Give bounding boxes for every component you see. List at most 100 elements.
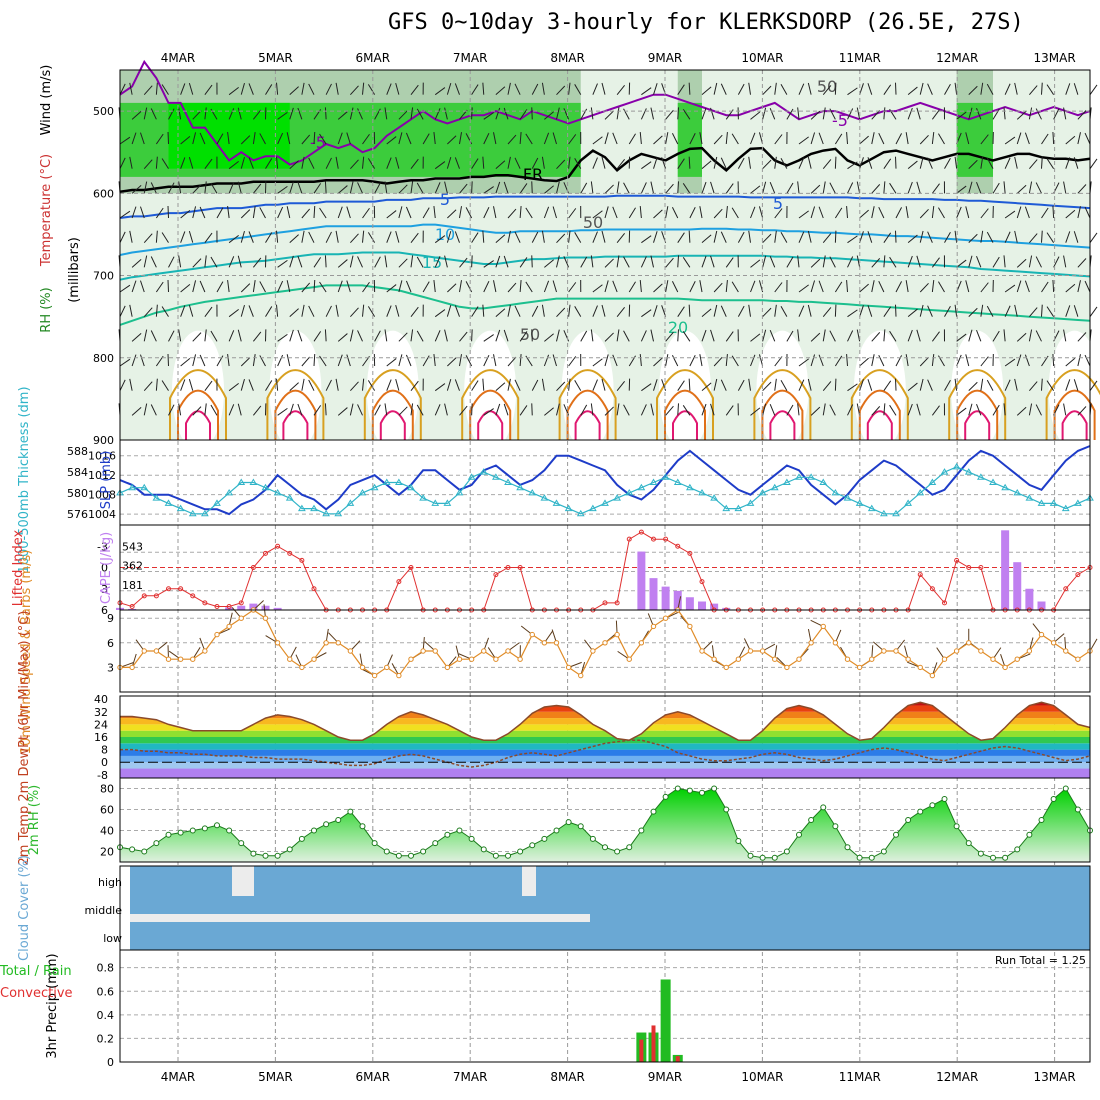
wind-barb [192, 354, 197, 367]
isotherm-warm-arc [1053, 389, 1096, 440]
wind-barb [335, 378, 339, 391]
wind-barb [289, 382, 299, 392]
wind-barb [871, 332, 881, 342]
axis-title-rh: RH (%) [39, 287, 54, 332]
wind-barb [155, 82, 158, 95]
wind-barb [1077, 354, 1081, 367]
wind-barb [780, 379, 788, 391]
wind-barb [503, 403, 509, 416]
wind-barb [968, 381, 978, 392]
wind-speed-marker [299, 664, 305, 671]
wind-barb [762, 307, 772, 318]
wind-barb [601, 304, 606, 317]
wind-barb [161, 158, 169, 169]
thickness-marker [722, 504, 731, 512]
wind-barb [1089, 84, 1098, 95]
wind-speed-marker [493, 656, 499, 662]
wind-speed-marker [565, 664, 572, 671]
panel-frame [119, 777, 1091, 863]
wind-barb [416, 182, 424, 194]
wind-barb [240, 378, 245, 391]
wind-speed-marker [759, 648, 766, 654]
wind-barb [847, 256, 854, 268]
wind-barb [671, 207, 679, 219]
wind-speed-marker [638, 640, 645, 646]
wind-barb [386, 210, 397, 219]
wind-barb [459, 206, 462, 219]
wind-barb [362, 156, 365, 169]
wind-barb [410, 84, 419, 95]
y-tick-label: 0 [101, 562, 108, 575]
wind-barb [471, 232, 479, 243]
wind-barb [653, 231, 658, 243]
wind-barb [259, 133, 266, 145]
wind-barb [337, 354, 343, 367]
wind-barb [725, 132, 728, 145]
wind-barb [931, 132, 935, 145]
wind-barb [689, 207, 696, 219]
wind-barb [350, 233, 359, 244]
wind-barb [889, 404, 897, 416]
wind-barb [653, 209, 663, 219]
wind-barb [143, 107, 148, 120]
thickness-marker [976, 473, 985, 480]
wind-barb [350, 159, 359, 170]
wind-barb [446, 305, 452, 317]
thickness-marker [455, 488, 464, 496]
wind-barb [259, 281, 266, 293]
wind-barb [818, 132, 824, 145]
wind-barb [889, 330, 897, 342]
date-label-bottom: 11MAR [839, 1070, 881, 1084]
rh2m-marker [141, 848, 148, 855]
wind-barb [289, 234, 299, 244]
wind-barb [786, 330, 794, 342]
thickness-marker [382, 478, 391, 485]
wind-barb [346, 280, 351, 293]
wind-barb [628, 207, 636, 219]
wind-barb [1046, 158, 1055, 169]
wind-barb [216, 281, 224, 293]
wind-speed-marker [1050, 640, 1057, 646]
wind-barb [204, 84, 213, 95]
wind-barb [980, 208, 989, 219]
wind-barb [119, 379, 126, 391]
wind-barb [907, 255, 913, 268]
thickness-marker [346, 499, 355, 506]
temp-bands [120, 702, 1090, 778]
wind-speed-marker [202, 648, 208, 654]
wind-barb [143, 85, 153, 95]
wind-barb [556, 233, 566, 244]
wind-barb [434, 87, 446, 96]
wind-speed-marker [626, 656, 632, 662]
wind-barb [1063, 107, 1067, 120]
wind-barb [313, 353, 316, 367]
wind-barb [616, 255, 620, 268]
wind-barb [762, 255, 767, 268]
wind-barb [335, 304, 339, 317]
wind-barb [834, 378, 837, 391]
wind-barb [482, 230, 485, 243]
wind-barb [713, 304, 718, 317]
precip-bar-convective [675, 1056, 680, 1062]
thickness-marker [1013, 488, 1022, 496]
wind-barb [1052, 353, 1055, 367]
wind-barb [1063, 403, 1067, 416]
rh2m-marker [541, 835, 548, 842]
wind-barb [398, 406, 408, 416]
contour-label: 5 [773, 194, 783, 213]
wind-barb [905, 206, 909, 219]
wind-barb [139, 132, 145, 145]
wind-barb [398, 184, 408, 194]
wind-barb [552, 132, 557, 145]
cape-bar [249, 603, 258, 610]
thickness-marker [1061, 504, 1070, 512]
wind-barb [552, 354, 557, 367]
wind-barb [905, 354, 909, 367]
wind-barb [810, 354, 816, 367]
wind-barb [871, 406, 881, 416]
wind-barb [580, 256, 588, 268]
wind-barb [834, 156, 837, 169]
rh2m-marker [626, 844, 633, 851]
wind-barb [493, 280, 497, 293]
wind-barb [919, 304, 924, 317]
